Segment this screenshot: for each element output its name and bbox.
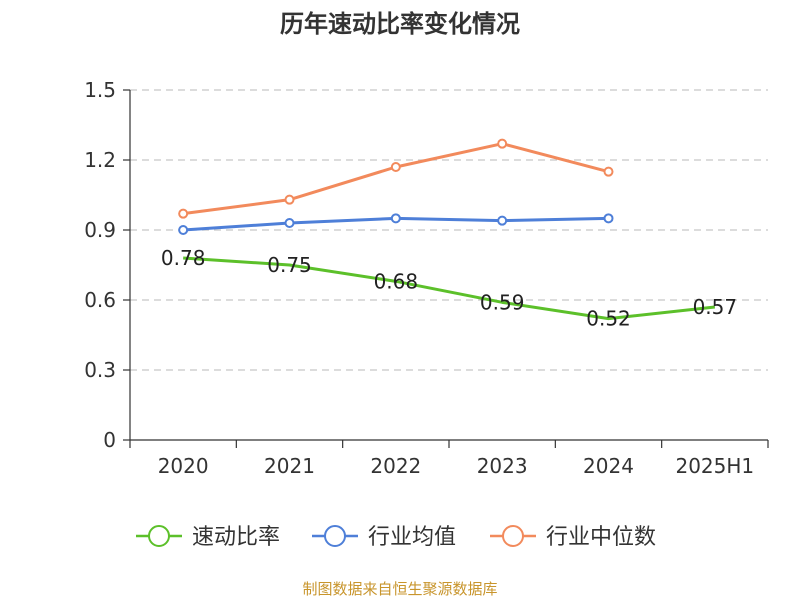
source-note: 制图数据来自恒生聚源数据库 xyxy=(302,580,497,598)
series-line-0 xyxy=(183,256,715,321)
series-lines xyxy=(178,138,715,321)
chart-title: 历年速动比率变化情况 xyxy=(280,10,520,38)
legend-marker xyxy=(502,525,524,547)
legend-item: 行业均值 xyxy=(312,525,456,550)
legend: 速动比率 行业均值 行业中位数 xyxy=(136,525,656,550)
legend-marker xyxy=(148,525,170,547)
x-tick-label: 2023 xyxy=(477,454,528,478)
x-tick-label: 2021 xyxy=(264,454,315,478)
series-line-2 xyxy=(182,142,609,216)
y-tick-label: 1.5 xyxy=(84,78,116,102)
axes: 0 0.3 0.6 0.9 1.2 1.5 2020 2021 2022 2023 2024 2025… xyxy=(84,78,769,478)
data-point xyxy=(390,213,401,224)
y-tick-label: 1.2 xyxy=(84,148,116,172)
data-label: 0.68 xyxy=(374,269,419,293)
y-tick-label: 0 xyxy=(103,428,116,452)
data-point xyxy=(178,225,189,235)
legend-label: 行业中位数 xyxy=(546,525,656,550)
data-point xyxy=(178,208,189,219)
y-tick-label: 0.3 xyxy=(84,358,116,382)
data-label: 0.59 xyxy=(480,290,525,314)
x-tick-label: 2025H1 xyxy=(675,454,754,478)
data-point xyxy=(603,166,614,177)
data-point xyxy=(603,213,614,224)
legend-label: 行业均值 xyxy=(368,525,456,550)
data-point xyxy=(284,194,295,205)
data-label: 0.57 xyxy=(693,295,738,319)
legend-item: 速动比率 xyxy=(136,525,280,550)
data-point xyxy=(284,218,295,228)
data-label: 0.78 xyxy=(161,246,206,270)
data-point xyxy=(390,162,401,172)
data-point xyxy=(497,215,508,226)
legend-marker xyxy=(324,525,346,547)
data-labels: 0.78 0.75 0.68 0.59 0.52 0.57 xyxy=(161,246,737,331)
legend-item: 行业中位数 xyxy=(490,525,656,550)
x-tick-label: 2022 xyxy=(370,454,421,478)
x-tick-label: 2020 xyxy=(158,454,209,478)
y-tick-label: 0.6 xyxy=(84,288,116,312)
legend-label: 速动比率 xyxy=(192,525,280,550)
data-label: 0.52 xyxy=(586,307,631,331)
data-label: 0.75 xyxy=(267,253,312,277)
x-tick-label: 2024 xyxy=(583,454,634,478)
y-tick-label: 0.9 xyxy=(84,218,116,242)
data-point xyxy=(497,138,508,149)
grid-lines xyxy=(130,89,768,371)
